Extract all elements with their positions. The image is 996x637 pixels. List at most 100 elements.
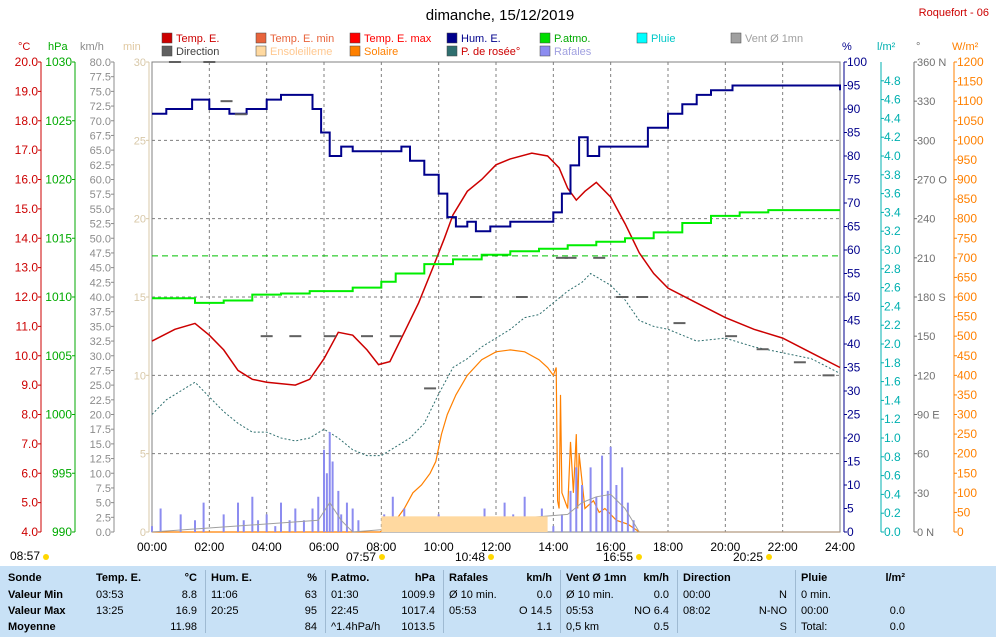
gust-summary-value: O 14.5: [518, 605, 552, 617]
press-summary-unit: hPa: [414, 572, 435, 584]
wind-tick-label: 10.0: [90, 468, 111, 480]
legend: Temp. E. Temp. E. min Temp. E. max Hum. E. P…: [161, 32, 803, 58]
sun-unit-label: min: [123, 41, 141, 53]
rain-tick-label: 0.6: [884, 469, 901, 483]
solar-unit-label: W/m²: [952, 41, 979, 53]
wind-tick-label: 65.0: [90, 145, 111, 157]
solar-tick-label: 450: [957, 349, 977, 363]
summary-temp: Temp. E. °C 03:53 8.8 13:25 16.9 11.98: [90, 566, 205, 637]
solar-tick-label: 400: [957, 368, 977, 382]
rain-tick-label: 3.4: [884, 205, 901, 219]
legend-item: Temp. E. min: [255, 32, 334, 45]
rain-tick-label: 2.4: [884, 299, 901, 313]
row-label-avg: Moyenne: [8, 621, 56, 633]
hum-tick-label: 25: [847, 408, 861, 422]
dir-summary-value: N: [779, 589, 787, 601]
legend-label: Pluie: [651, 33, 675, 45]
legend-swatch: [636, 32, 648, 44]
dir-tick-label: 300: [917, 135, 935, 147]
summary-separator: [443, 570, 444, 633]
sun-event-icon: [379, 554, 385, 560]
legend-item: Ensoleilleme: [255, 45, 332, 58]
legend-label: P.atmo.: [554, 33, 591, 45]
rain-tick-label: 1.6: [884, 375, 901, 389]
time-tick-label: 06:00: [309, 540, 339, 554]
legend-swatch: [349, 32, 361, 44]
legend-swatch: [161, 45, 173, 57]
dir-summary-head: Direction: [683, 572, 731, 584]
temp-tick-label: 18.0: [15, 114, 39, 128]
summary-rain: Pluie l/m² 0 min. 00:00 0.0 Total: 0.0: [795, 566, 913, 637]
dir-summary-time: 00:00: [683, 589, 711, 601]
legend-item: Temp. E.: [161, 32, 219, 45]
time-tick-label: 04:00: [252, 540, 282, 554]
rain-summary-unit: l/m²: [885, 572, 905, 584]
solar-tick-label: 550: [957, 310, 977, 324]
time-tick-label: 20:00: [710, 540, 740, 554]
hum-tick-label: 90: [847, 102, 861, 116]
dir-tick-label: 240: [917, 214, 935, 226]
legend-item: Rafales: [539, 45, 592, 58]
dir-tick-label: 0 N: [917, 527, 934, 539]
press-tick-label: 1000: [45, 408, 72, 422]
temp-summary-time: 13:25: [96, 605, 124, 617]
wind-tick-label: 52.5: [90, 219, 111, 231]
rain-tick-label: 4.4: [884, 111, 901, 125]
hum-tick-label: 45: [847, 314, 861, 328]
time-tick-label: 10:00: [424, 540, 454, 554]
wind-tick-label: 5.0: [96, 498, 111, 510]
wind-summary-value: NO 6.4: [634, 605, 669, 617]
legend-swatch: [539, 45, 551, 57]
rain-tick-label: 0.2: [884, 506, 901, 520]
hum-summary-head: Hum. E.: [211, 572, 252, 584]
row-label-min: Valeur Min: [8, 589, 64, 601]
wind-tick-label: 37.5: [90, 307, 111, 319]
dir-tick-label: 210: [917, 253, 935, 265]
summary-hum: Hum. E.% 11:06 63 20:25 95 84: [205, 566, 325, 637]
wind-tick-label: 42.5: [90, 277, 111, 289]
unit-labels: °C hPa km/h min % l/m² ° W/m²: [18, 41, 979, 53]
press-summary-value: 1017.4: [401, 605, 435, 617]
time-tick-label: 12:00: [481, 540, 511, 554]
rain-tick-label: 4.6: [884, 93, 901, 107]
legend-item: Hum. E.: [446, 32, 501, 45]
rain-tick-label: 3.6: [884, 187, 901, 201]
row-label-max: Valeur Max: [8, 605, 66, 617]
legend-item: P.atmo.: [539, 32, 591, 45]
weather-chart: dimanche, 15/12/2019 Roquefort - 06 Temp…: [10, 7, 989, 564]
solar-tick-label: 600: [957, 290, 977, 304]
legend-label: Direction: [176, 46, 219, 58]
gust-summary-value: 0.0: [536, 589, 552, 601]
sun-tick-label: 25: [134, 135, 146, 147]
dir-summary-time: 08:02: [683, 605, 711, 617]
temp-tick-label: 16.0: [15, 173, 39, 187]
rain-tick-label: 0.8: [884, 450, 901, 464]
hum-tick-label: 100: [847, 55, 867, 69]
temp-tick-label: 11.0: [16, 319, 39, 333]
summary-gust: Rafales km/h Ø 10 min. 0.0 05:53 O 14.5 1.1: [443, 566, 560, 637]
gust-summary-value: 1.1: [536, 621, 552, 633]
series-layer: [151, 61, 841, 533]
solar-tick-label: 1150: [957, 75, 983, 89]
temp-unit-label: °C: [18, 41, 30, 53]
legend-swatch: [446, 45, 458, 57]
temp-summary-value: 8.8: [181, 589, 197, 601]
sun-tick-label: 0: [140, 527, 146, 539]
time-tick-label: 00:00: [137, 540, 167, 554]
wind-tick-label: 67.5: [90, 130, 111, 142]
wind-tick-label: 20.0: [90, 410, 111, 422]
wind-tick-label: 2.5: [96, 512, 111, 524]
wind-tick-label: 72.5: [90, 101, 111, 113]
sun-event-icon: [43, 554, 49, 560]
hum-tick-label: 35: [847, 361, 861, 375]
solar-tick-label: 300: [957, 408, 977, 422]
hum-tick-label: 55: [847, 267, 861, 281]
press-tick-label: 995: [52, 466, 72, 480]
legend-swatch: [255, 32, 267, 44]
wind-tick-label: 80.0: [90, 57, 111, 69]
legend-label: P. de rosée°: [461, 46, 520, 58]
hum-unit-label: %: [842, 41, 852, 53]
solar-tick-label: 700: [957, 251, 977, 265]
dir-tick-label: 360 N: [917, 57, 946, 69]
solar-tick-label: 800: [957, 212, 977, 226]
